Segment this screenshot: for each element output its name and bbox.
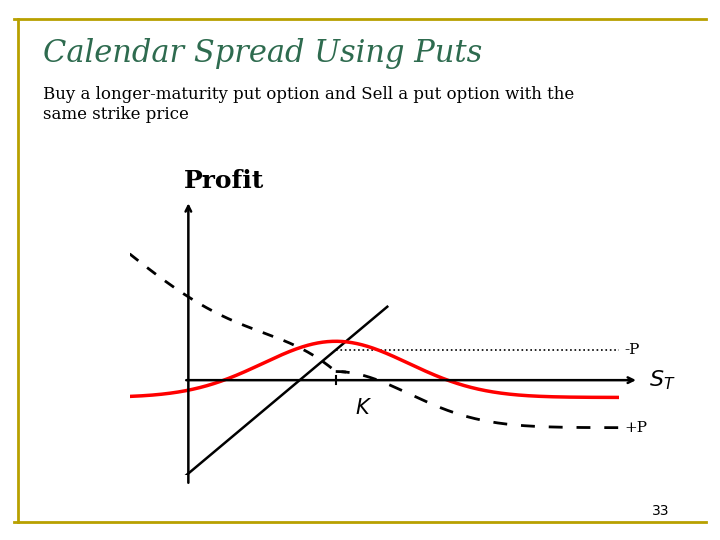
- Text: Buy a longer-maturity put option and Sell a put option with the
same strike pric: Buy a longer-maturity put option and Sel…: [43, 86, 575, 123]
- Text: Calendar Spread Using Puts: Calendar Spread Using Puts: [43, 38, 482, 69]
- Text: $S_T$: $S_T$: [649, 368, 675, 392]
- Text: Profit: Profit: [184, 168, 264, 193]
- Text: $K$: $K$: [356, 399, 372, 418]
- Text: 33: 33: [652, 504, 670, 518]
- Text: +P: +P: [624, 421, 647, 435]
- Text: -P: -P: [624, 343, 639, 357]
